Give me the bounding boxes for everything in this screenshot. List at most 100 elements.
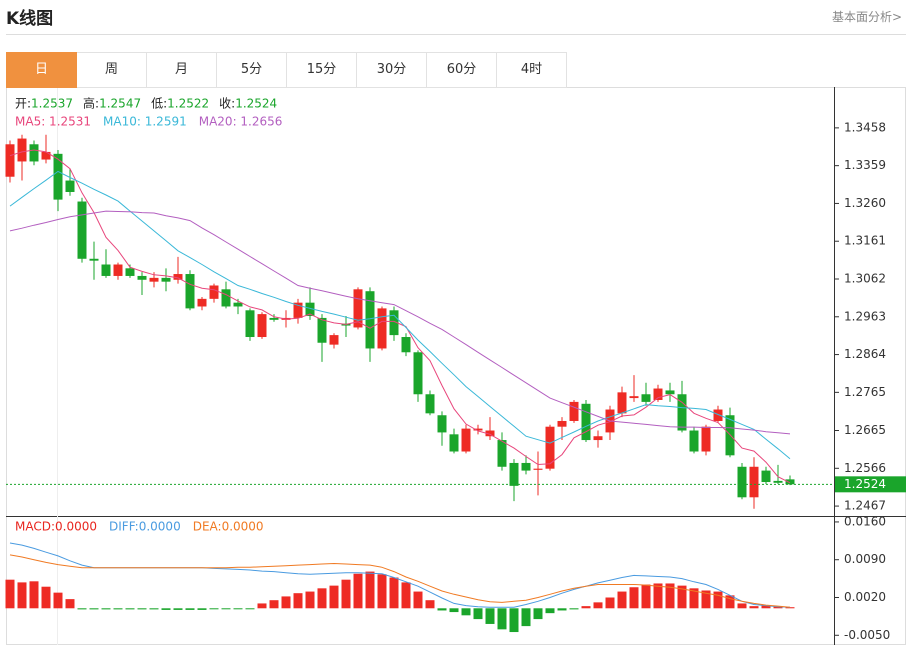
y-tick-label: 1.2765 <box>844 385 886 399</box>
candle-body <box>233 302 243 307</box>
candle-body <box>581 403 591 441</box>
candle-body <box>401 337 411 353</box>
macd-bar <box>41 586 51 609</box>
candle-body <box>617 392 627 414</box>
macd-bar <box>209 608 219 610</box>
period-tab[interactable]: 4时 <box>497 52 567 88</box>
candle-body <box>125 268 135 276</box>
legend-entry: MA5: 1.2531 <box>15 115 91 129</box>
macd-bar <box>377 574 387 609</box>
ohlc-label: 低: <box>151 97 167 111</box>
candle-body <box>737 466 747 498</box>
period-tab[interactable]: 日 <box>6 52 77 88</box>
candle-body <box>161 277 171 282</box>
y-tick-label: 1.3260 <box>844 196 886 210</box>
macd-bar <box>281 596 291 609</box>
page-title: K线图 <box>6 9 54 29</box>
candle-body <box>641 394 651 402</box>
y-tick-label: 1.3062 <box>844 272 886 286</box>
y-tick-label: 1.2467 <box>844 499 886 513</box>
macd-bar <box>761 605 771 609</box>
macd-bar <box>497 608 507 630</box>
y-tick-label: 1.2963 <box>844 309 886 323</box>
y-tick-label: 0.0090 <box>844 552 886 566</box>
macd-bar <box>173 608 183 610</box>
candle-body <box>509 462 519 486</box>
candle-body <box>65 180 75 192</box>
fundamental-link[interactable]: 基本面分析> <box>831 10 902 24</box>
candle-body <box>437 415 447 433</box>
period-tab[interactable]: 周 <box>77 52 147 88</box>
macd-bar <box>89 608 99 610</box>
candle-body <box>425 394 435 414</box>
macd-bar <box>725 595 735 609</box>
y-tick-label: 1.2665 <box>844 423 886 437</box>
macd-bar <box>713 591 723 609</box>
macd-bar <box>569 608 579 610</box>
macd-bar <box>197 608 207 610</box>
period-tab[interactable]: 15分 <box>287 52 357 88</box>
macd-bar <box>737 603 747 609</box>
period-tab[interactable]: 30分 <box>357 52 427 88</box>
candle-body <box>149 277 159 282</box>
candle-body <box>677 394 687 431</box>
macd-bar <box>113 608 123 610</box>
legend-entry: DEA:0.0000 <box>193 520 264 534</box>
macd-bar <box>509 608 519 633</box>
candle-body <box>53 153 63 200</box>
candle-body <box>101 264 111 276</box>
candle-body <box>257 314 267 338</box>
chart-frame <box>6 87 906 645</box>
candle-body <box>89 258 99 261</box>
candle-body <box>785 479 795 485</box>
header-rule <box>6 34 906 35</box>
macd-bar <box>293 593 303 609</box>
macd-bar <box>605 597 615 609</box>
macd-bar <box>233 608 243 610</box>
period-tab[interactable]: 月 <box>147 52 217 88</box>
macd-bar <box>305 591 315 609</box>
macd-bar <box>137 608 147 610</box>
macd-bar <box>5 579 15 609</box>
candle-body <box>269 317 279 320</box>
period-tab[interactable]: 60分 <box>427 52 497 88</box>
ma-line <box>9 170 791 460</box>
candle-body <box>773 480 783 483</box>
macd-bar <box>29 581 39 609</box>
candle-body <box>41 151 51 160</box>
candle-body <box>185 274 195 309</box>
ohlc-value: 1.2547 <box>99 97 141 111</box>
macd-bar <box>329 585 339 609</box>
macd-bar <box>545 608 555 614</box>
candle-body <box>365 291 375 349</box>
period-tab[interactable]: 5分 <box>217 52 287 88</box>
y-tick-label: 1.2566 <box>844 461 886 475</box>
candle-body <box>533 468 543 470</box>
period-tabs: 日周月 5分 15分 30分 60分 4时 <box>6 52 567 88</box>
macd-bar <box>665 583 675 609</box>
macd-bar <box>65 599 75 609</box>
candle-body <box>413 352 423 395</box>
macd-bar <box>365 571 375 609</box>
candle-body <box>473 428 483 431</box>
candle-body <box>221 289 231 307</box>
macd-bar <box>473 608 483 620</box>
macd-bar <box>125 608 135 610</box>
y-tick-label: 1.3161 <box>844 234 886 248</box>
macd-bar <box>221 608 231 610</box>
last-price-tag <box>835 476 906 493</box>
macd-bar <box>533 608 543 620</box>
candle-body <box>113 264 123 276</box>
macd-line <box>9 554 791 608</box>
macd-bar <box>641 584 651 609</box>
y-tick-label: 1.2864 <box>844 347 886 361</box>
ohlc-value: 1.2524 <box>235 97 277 111</box>
macd-bar <box>341 579 351 609</box>
macd-bar <box>593 602 603 609</box>
candle-body <box>713 409 723 421</box>
candle-body <box>569 401 579 421</box>
ohlc-value: 1.2537 <box>31 97 73 111</box>
macd-bar <box>749 606 759 609</box>
candle-body <box>317 317 327 343</box>
macd-bar <box>521 608 531 627</box>
